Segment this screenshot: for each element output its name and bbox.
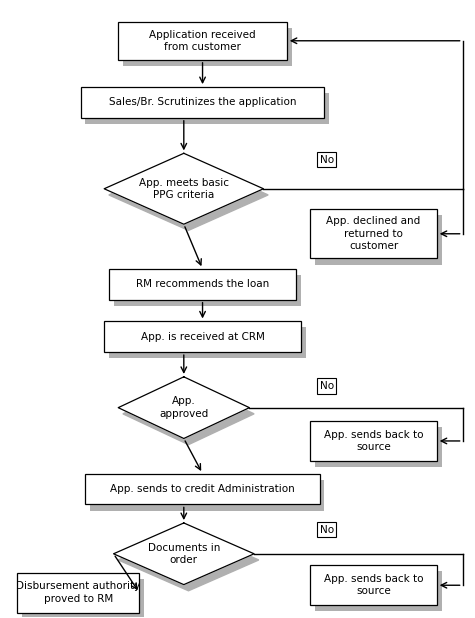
Bar — [315, 572, 441, 611]
Text: No: No — [320, 154, 334, 165]
Bar — [104, 321, 301, 352]
Text: App. sends to credit Administration: App. sends to credit Administration — [110, 484, 295, 494]
Text: App. sends back to
source: App. sends back to source — [324, 574, 423, 596]
Polygon shape — [118, 377, 249, 439]
Text: RM recommends the loan: RM recommends the loan — [136, 279, 269, 289]
Bar — [310, 421, 437, 461]
Polygon shape — [109, 159, 268, 231]
Bar — [315, 215, 441, 265]
Text: App. sends back to
source: App. sends back to source — [324, 430, 423, 452]
Polygon shape — [114, 523, 254, 585]
Bar — [114, 275, 301, 306]
Text: Disbursement authority
proved to RM: Disbursement authority proved to RM — [16, 582, 141, 604]
Bar — [118, 22, 287, 60]
Text: No: No — [320, 525, 334, 535]
Text: Application received
from customer: Application received from customer — [149, 30, 256, 52]
Text: App. declined and
returned to
customer: App. declined and returned to customer — [326, 216, 421, 251]
Bar — [109, 328, 305, 358]
Text: App. is received at CRM: App. is received at CRM — [141, 332, 265, 342]
Bar — [123, 28, 292, 66]
Polygon shape — [104, 153, 264, 224]
Polygon shape — [118, 529, 259, 591]
Text: App. meets basic
PPG criteria: App. meets basic PPG criteria — [139, 177, 229, 200]
Text: Documents in
order: Documents in order — [148, 543, 220, 565]
Bar — [315, 427, 441, 467]
Bar — [86, 473, 320, 504]
Text: App.
approved: App. approved — [159, 397, 209, 419]
Text: No: No — [320, 381, 334, 391]
Bar — [310, 565, 437, 605]
Bar — [86, 93, 329, 124]
Bar — [22, 579, 144, 618]
Bar — [310, 209, 437, 258]
Bar — [109, 269, 296, 300]
Text: Sales/Br. Scrutinizes the application: Sales/Br. Scrutinizes the application — [109, 98, 296, 108]
Polygon shape — [123, 383, 254, 445]
Bar — [81, 87, 324, 118]
Bar — [90, 480, 324, 510]
Bar — [18, 573, 139, 612]
